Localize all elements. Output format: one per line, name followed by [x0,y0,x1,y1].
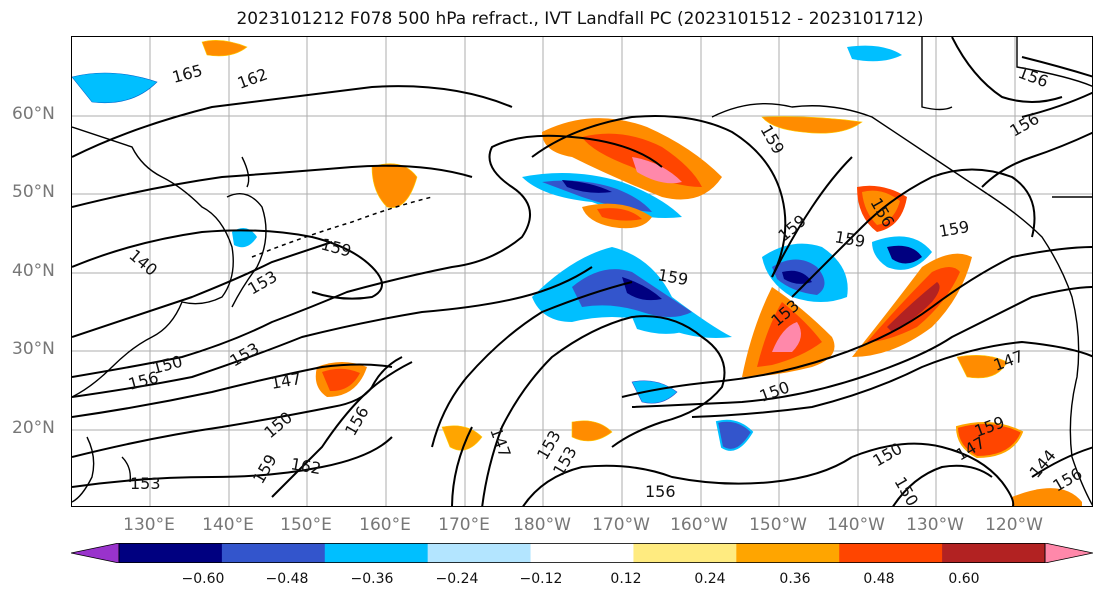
contour-label: 156 [126,368,160,394]
colorbar-tick-label: 0.60 [948,571,980,587]
lat-label: 30°N [12,339,55,359]
contour-label: 140 [125,246,161,280]
lat-label: 50°N [12,182,55,202]
colorbar-tick-label: −0.60 [181,571,225,587]
map-title: 2023101212 F078 500 hPa refract., IVT La… [236,9,924,29]
colorbar-segment [633,543,737,563]
lon-label: 170°W [592,515,650,535]
colorbar-segment [427,543,532,563]
colorbar-tick-label: 0.12 [610,571,642,587]
colorbar-arrow-high [1044,543,1093,563]
colorbar-tick-label: −0.48 [265,571,309,587]
lon-label: 140°W [827,515,885,535]
contour-label: 159 [319,235,353,261]
contour-label: 156 [645,482,676,501]
colorbar-tick-label: 0.36 [779,571,811,587]
colorbar-segment [221,543,326,563]
colorbar-outline [118,543,1046,563]
colorbar-tick-label: −0.36 [350,571,394,587]
contour-label: 159 [937,217,970,241]
contours [72,37,1092,506]
lon-label: 130°W [906,515,964,535]
contour-label: 159 [833,227,866,251]
colorbar-tick-label: 0.24 [694,571,726,587]
contour-label: 153 [227,339,263,371]
lon-label: 130°E [123,515,175,535]
lon-label: 120°W [985,515,1043,535]
lon-label: 140°E [202,515,254,535]
colorbar-segment [942,543,1046,563]
contour-label: 147 [269,369,302,393]
map-svg: 165 162 156 156 159 159 159 159 153 153 … [72,37,1092,506]
lon-label: 160°E [359,515,411,535]
lat-label: 40°N [12,261,55,281]
lon-label: 150°W [749,515,807,535]
lon-label: 160°W [670,515,728,535]
contour-label: 150 [260,408,296,442]
contour-label: 165 [170,61,204,87]
colorbar-segment [119,543,223,563]
lon-label: 150°E [280,515,332,535]
contour-label: 153 [130,474,161,493]
lat-label: 20°N [12,418,55,438]
colorbar [71,543,1093,563]
contour-label: 159 [249,451,281,487]
colorbar-tick-label: 0.48 [863,571,895,587]
colorbar-segments [71,543,1093,563]
colorbar-tick-label: −0.12 [519,571,563,587]
lon-label: 170°E [438,515,490,535]
lon-label: 180°W [513,515,571,535]
shading-blobs [72,40,1082,506]
dashed-boundary [251,196,433,258]
colorbar-tick-label: −0.24 [435,571,479,587]
contour-label: 156 [1016,63,1051,91]
colorbar-segment [324,543,429,563]
colorbar-arrow-low [71,543,120,563]
lat-label: 60°N [12,104,55,124]
colorbar-segment [839,543,943,563]
map-panel: 165 162 156 156 159 159 159 159 153 153 … [71,36,1093,507]
contour-label: 162 [235,64,270,92]
contour-label: 156 [341,403,373,439]
contour-label: 150 [757,377,792,405]
colorbar-segment [530,543,634,563]
colorbar-segment [736,543,840,563]
contour-label: 159 [774,211,810,245]
